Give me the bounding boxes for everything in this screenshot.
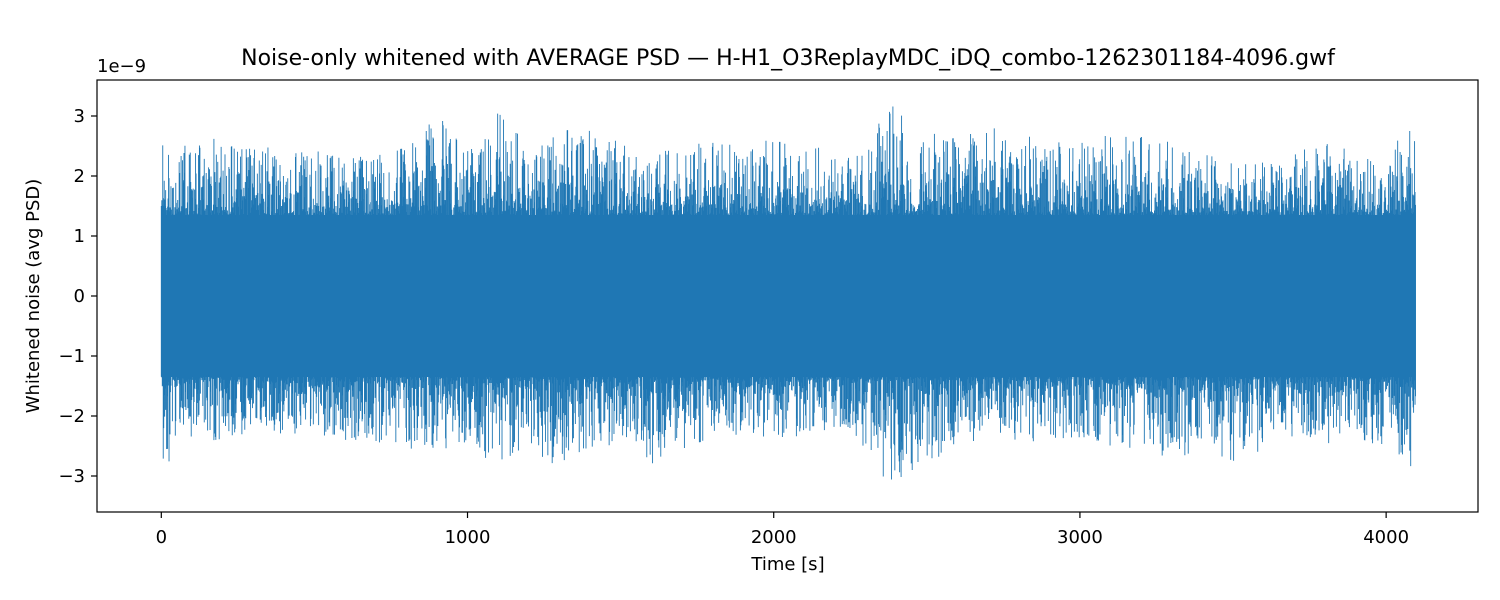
x-axis-label: Time [s]: [750, 554, 824, 575]
y-tick-label: −3: [58, 466, 85, 487]
x-tick-label: 4000: [1363, 527, 1409, 548]
y-tick-label: 1: [74, 226, 85, 247]
x-tick-label: 0: [156, 527, 167, 548]
y-tick-label: 3: [74, 106, 85, 127]
x-tick-label: 2000: [751, 527, 797, 548]
y-tick-label: 2: [74, 166, 85, 187]
y-tick-label: 0: [74, 286, 85, 307]
y-tick-label: −2: [58, 406, 85, 427]
plot-area: [160, 106, 1416, 480]
series-line: [160, 106, 1416, 480]
x-axis: 0 1000 2000 3000 4000: [156, 512, 1409, 548]
axes-frame: [96, 79, 1479, 513]
y-tick-label: −1: [58, 346, 85, 367]
x-tick-label: 3000: [1057, 527, 1103, 548]
y-axis: −3 −2 −1 0 1 2 3: [58, 106, 97, 487]
chart-title: Noise-only whitened with AVERAGE PSD — H…: [241, 46, 1336, 71]
y-offset-label: 1e−9: [97, 56, 146, 77]
y-axis-label: Whitened noise (avg PSD): [23, 179, 44, 414]
x-tick-label: 1000: [445, 527, 491, 548]
